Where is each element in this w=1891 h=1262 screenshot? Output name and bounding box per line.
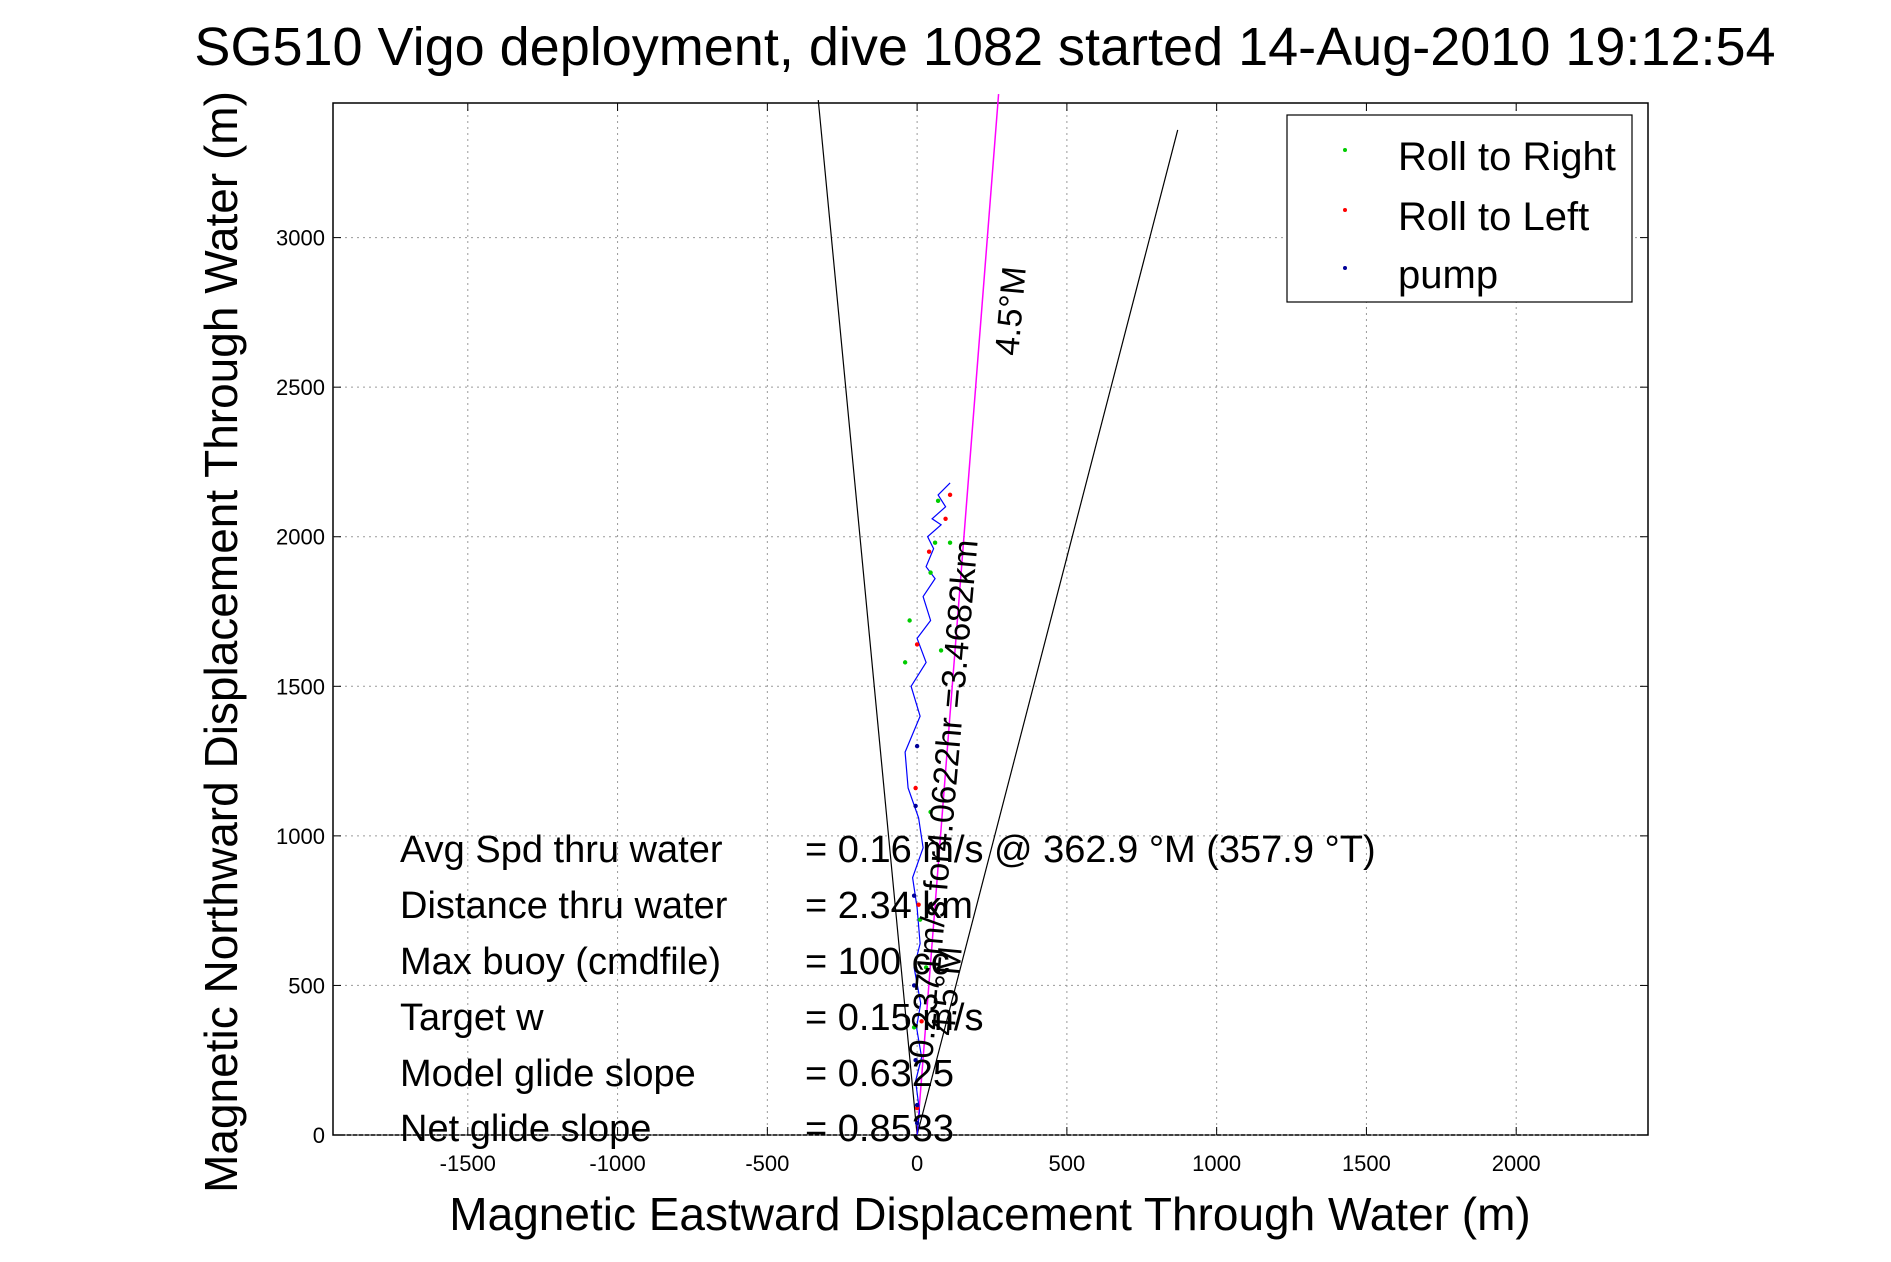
data-points (902, 492, 953, 1126)
mean-vector (916, 93, 1000, 1136)
legend-marker-roll-left (1343, 208, 1347, 212)
x-tick-label: 1500 (1342, 1151, 1391, 1176)
point-roll-to-left (947, 492, 953, 498)
point-roll-to-right (923, 965, 929, 970)
track-line (904, 482, 951, 1136)
stat-label: Distance thru water (400, 885, 728, 927)
heading-label-upper: 4.5°M (988, 265, 1034, 357)
point-roll-to-right (911, 1025, 917, 1030)
y-axis-title: Magnetic Northward Displacement Through … (195, 91, 247, 1193)
y-tick-label: 1500 (276, 674, 325, 699)
point-roll-to-left (913, 785, 918, 791)
y-tick-label: 500 (288, 973, 325, 998)
stat-value: = 0.15 m/s (805, 997, 983, 1039)
point-pump (913, 1058, 918, 1063)
legend-label-pump: pump (1398, 253, 1498, 297)
point-roll-to-right (932, 540, 938, 545)
heading-label-lower: 4.5°M (924, 945, 970, 1037)
x-tick-label: 1000 (1192, 1151, 1241, 1176)
stat-label: Max buoy (cmdfile) (400, 941, 721, 983)
legend-marker-pump (1343, 266, 1347, 270)
x-tick-label: 0 (911, 1151, 923, 1176)
mean-vector-line (916, 93, 1000, 1136)
chart-title: SG510 Vigo deployment, dive 1082 started… (194, 17, 1775, 77)
point-roll-to-left (919, 1019, 924, 1024)
point-pump (914, 1120, 920, 1126)
y-tick-label: 0 (313, 1123, 325, 1148)
point-roll-to-right (935, 498, 941, 504)
point-roll-to-right (917, 917, 923, 922)
legend-box (1286, 114, 1633, 303)
point-roll-to-right (928, 570, 933, 575)
x-tick-label: -500 (745, 1151, 789, 1176)
point-roll-to-right (928, 809, 933, 815)
point-pump (911, 983, 917, 988)
point-roll-to-right (938, 648, 944, 653)
point-roll-to-left (914, 642, 920, 647)
heading-limit-line (916, 129, 1179, 1136)
y-tick-label: 2500 (276, 375, 325, 400)
legend-label-roll-right: Roll to Right (1398, 135, 1616, 179)
stat-label: Avg Spd thru water (400, 829, 723, 871)
x-axis-title: Magnetic Eastward Displacement Through W… (449, 1188, 1530, 1240)
heading-limit-line (817, 99, 918, 1136)
x-tick-label: 2000 (1492, 1151, 1541, 1176)
y-tick-label: 3000 (276, 226, 325, 251)
glider-track (904, 482, 951, 1136)
point-pump (914, 743, 920, 749)
grid (333, 103, 1648, 1136)
stat-value: = 0.16 m/s @ 362.9 °M (357.9 °T) (805, 829, 1376, 871)
dive-statistics: Avg Spd thru water = 0.16 m/s @ 362.9 °M… (400, 829, 1376, 1150)
point-roll-to-left (926, 549, 932, 554)
legend-label-roll-left: Roll to Left (1398, 195, 1589, 239)
legend: Roll to Right Roll to Left pump (1286, 114, 1633, 303)
y-tick-label: 1000 (276, 824, 325, 849)
y-tick-label: 2000 (276, 525, 325, 550)
legend-marker-roll-right (1343, 148, 1347, 152)
stat-value: = 100 cc (805, 941, 950, 983)
stat-value: = 0.8533 (805, 1108, 954, 1150)
stat-label: Net glide slope (400, 1108, 651, 1150)
x-tick-label: 500 (1049, 1151, 1086, 1176)
stat-value: = 2.34 km (805, 885, 973, 927)
point-roll-to-right (947, 540, 953, 545)
stat-value: = 0.6325 (805, 1053, 954, 1095)
point-roll-to-right (902, 660, 908, 665)
axis-ticks: -1500 -1000 -500 0 500 1000 1500 2000 0 500 1000 15… (276, 103, 1648, 1176)
stat-label: Model glide slope (400, 1053, 696, 1095)
heading-limit-lines (817, 99, 1179, 1136)
stat-label: Target w (400, 997, 544, 1039)
point-roll-to-right (907, 618, 912, 623)
point-roll-to-left (916, 902, 921, 907)
point-pump (914, 1102, 920, 1108)
point-pump (911, 893, 917, 898)
x-tick-label: -1500 (440, 1151, 496, 1176)
point-pump (913, 803, 918, 809)
point-roll-to-left (943, 516, 948, 521)
x-tick-label: -1000 (589, 1151, 645, 1176)
